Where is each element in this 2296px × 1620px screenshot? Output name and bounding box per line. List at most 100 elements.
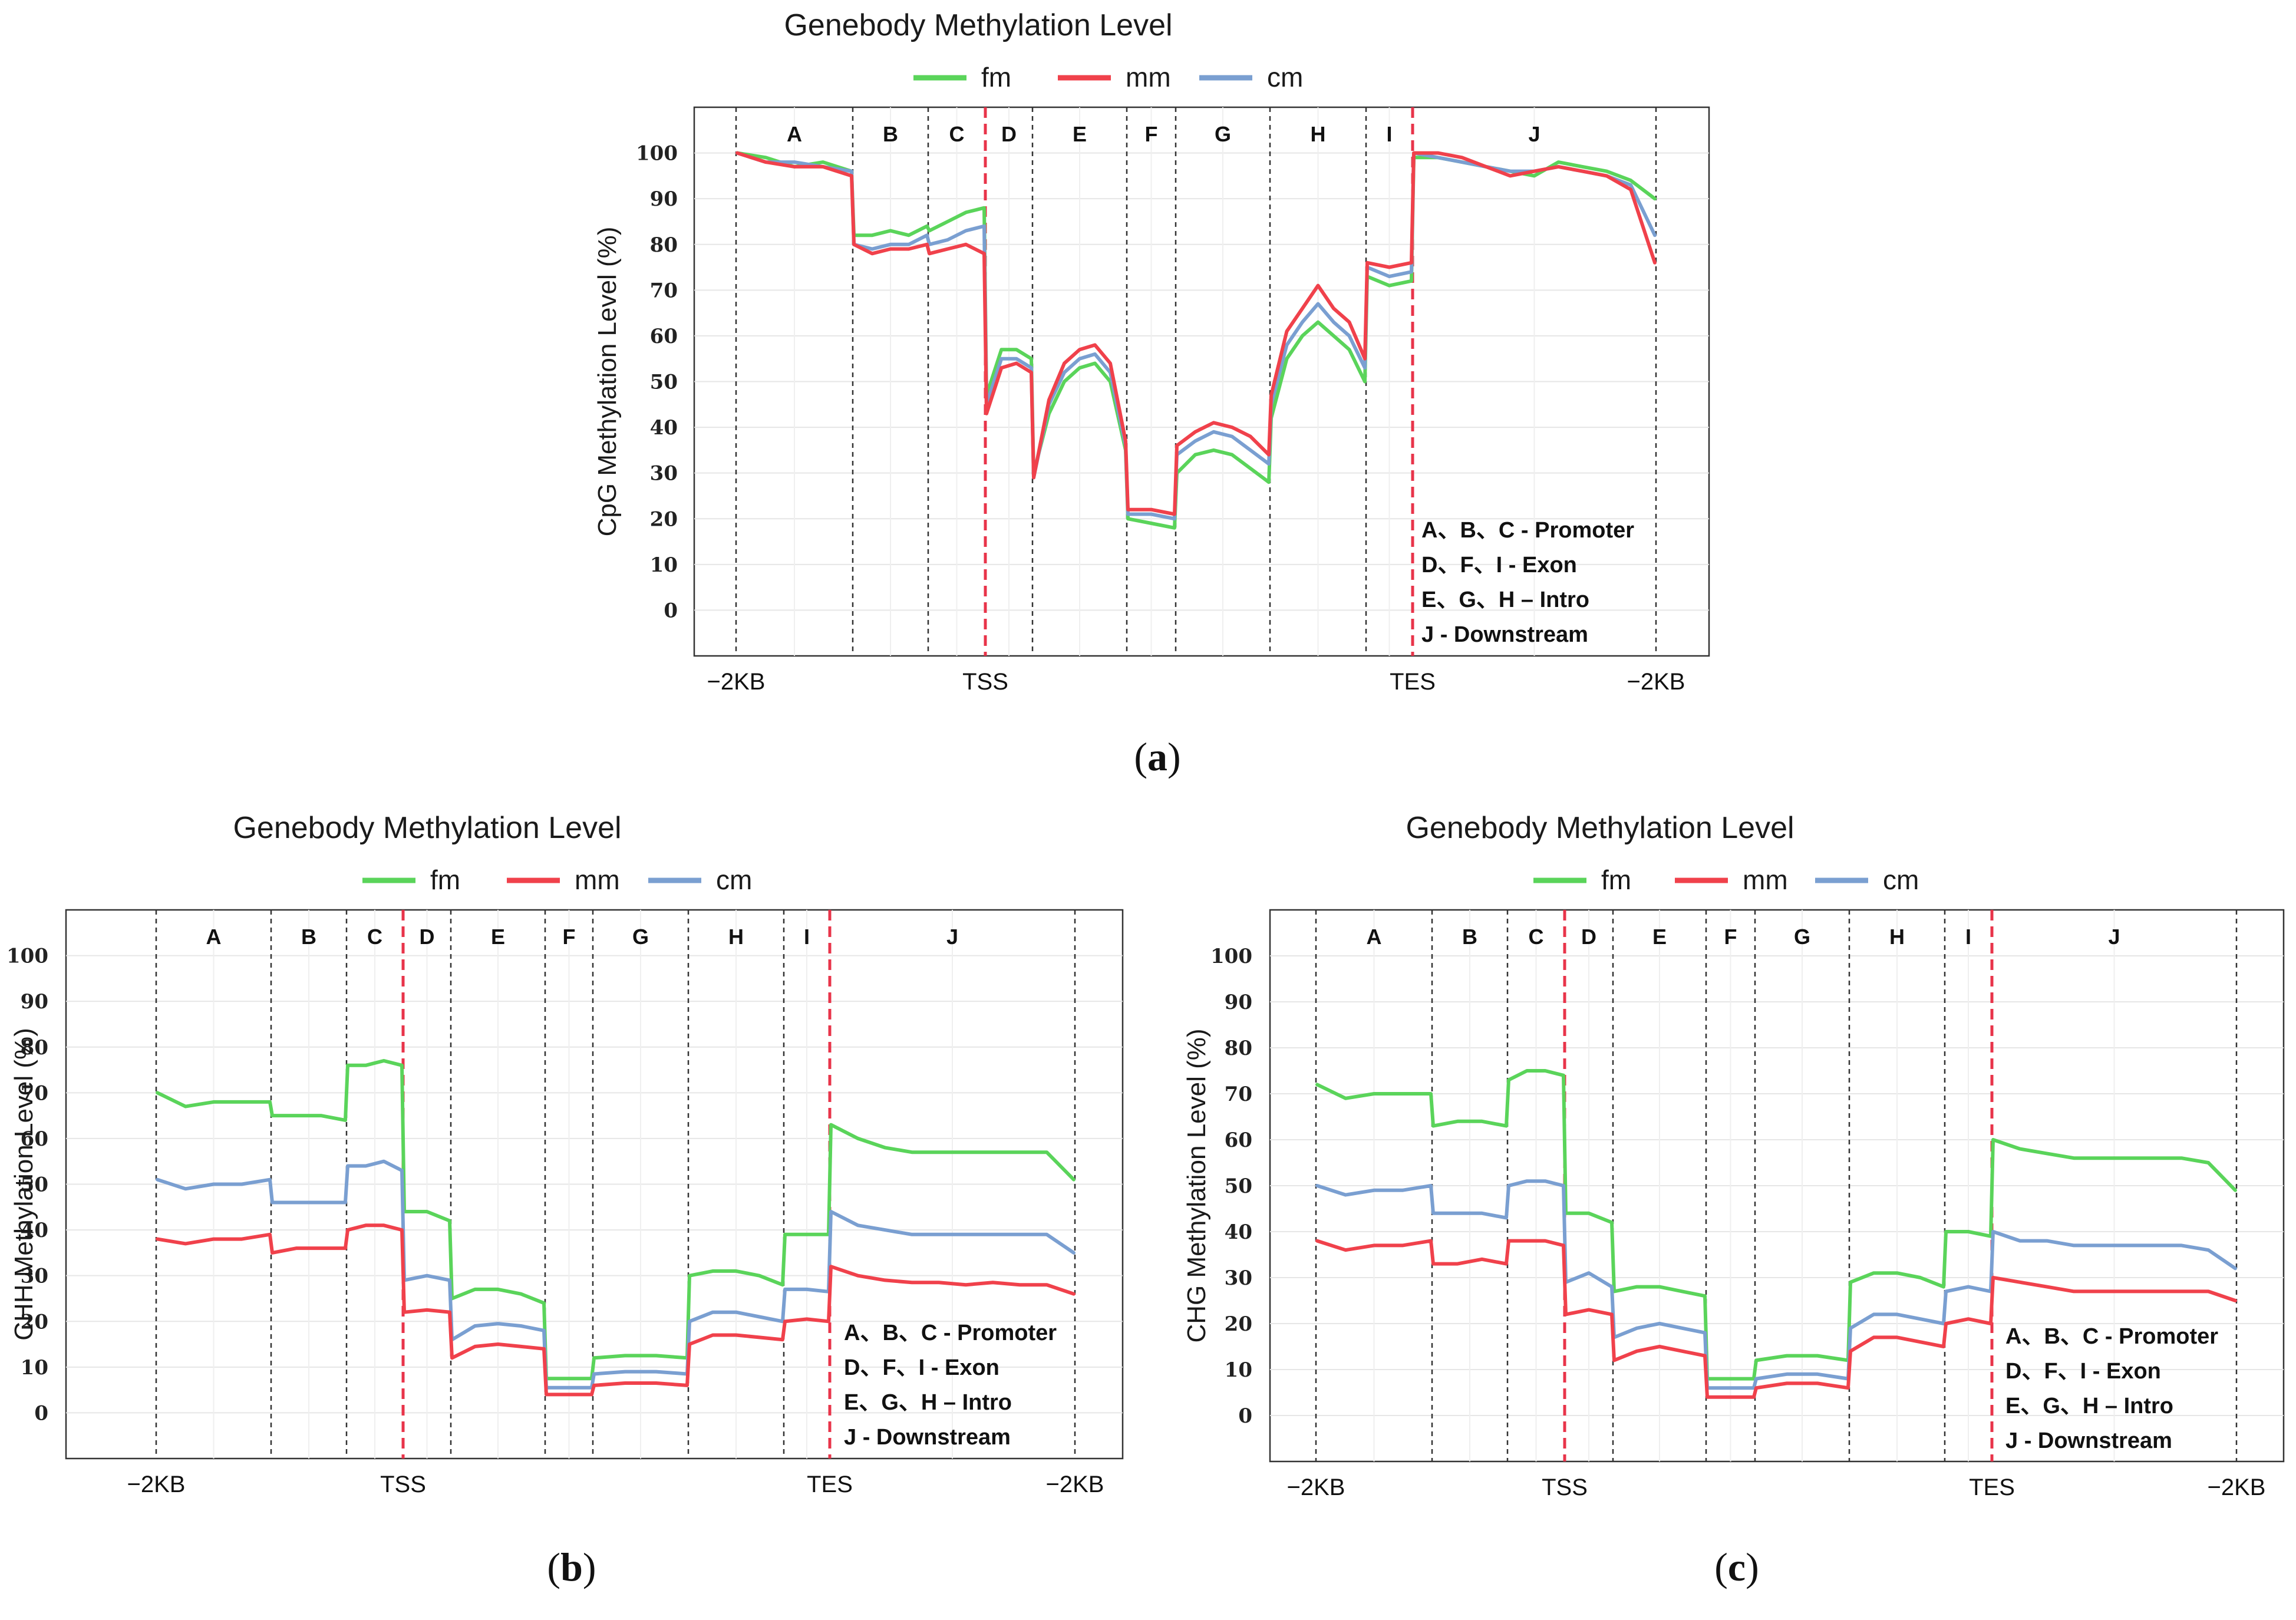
region-label-B: B <box>1462 925 1477 949</box>
ytick-label: 60 <box>650 325 678 348</box>
ytick-label: 10 <box>21 1356 48 1380</box>
region-label-F: F <box>563 925 576 949</box>
ytick-label: 30 <box>650 462 678 486</box>
y-axis-label: CHH Methylation Level (%) <box>9 1028 38 1341</box>
region-label-A: A <box>1367 925 1382 949</box>
xtick-label: −2KB <box>1046 1471 1104 1497</box>
chart-title: Genebody Methylation Level <box>784 8 1172 42</box>
series-line-fm <box>1315 1069 2237 1381</box>
ytick-label: 100 <box>636 142 678 166</box>
region-label-B: B <box>301 925 316 949</box>
ytick-label: 60 <box>21 1127 48 1151</box>
region-label-C: C <box>367 925 382 949</box>
ytick-label: 70 <box>21 1081 48 1105</box>
ytick-label: 0 <box>34 1401 48 1425</box>
region-label-E: E <box>1073 122 1087 146</box>
ytick-label: 50 <box>21 1173 48 1197</box>
region-label-F: F <box>1724 925 1737 949</box>
annotation-text: E、G、H – Intro <box>1421 588 1589 612</box>
region-label-E: E <box>491 925 505 949</box>
region-label-E: E <box>1652 925 1667 949</box>
annotation-text: E、G、H – Intro <box>844 1390 1012 1415</box>
ytick-label: 50 <box>1225 1174 1252 1198</box>
ytick-label: 50 <box>650 371 678 394</box>
ytick-label: 80 <box>21 1036 48 1060</box>
legend-label-fm: fm <box>430 865 460 895</box>
region-label-D: D <box>1581 925 1596 949</box>
region-label-C: C <box>949 122 965 146</box>
chart-title: Genebody Methylation Level <box>1406 811 1794 845</box>
series-line-cm <box>1315 1179 2237 1390</box>
series-line-mm <box>735 151 1657 516</box>
ytick-label: 70 <box>1225 1083 1252 1106</box>
annotation-text: D、F、I - Exon <box>2005 1359 2161 1384</box>
ytick-label: 30 <box>21 1265 48 1288</box>
panel-label-b: (b) <box>547 1545 596 1589</box>
region-label-D: D <box>420 925 435 949</box>
ytick-label: 10 <box>1225 1358 1252 1382</box>
ytick-label: 20 <box>21 1310 48 1334</box>
annotation-text: D、F、I - Exon <box>844 1355 999 1380</box>
annotation-text: D、F、I - Exon <box>1421 553 1577 578</box>
ytick-label: 90 <box>1225 991 1252 1014</box>
region-label-G: G <box>1794 925 1810 949</box>
panel-label-c: (c) <box>1714 1545 1759 1589</box>
y-axis-label: CHG Methylation Level (%) <box>1182 1028 1211 1342</box>
chart-title: Genebody Methylation Level <box>233 811 621 845</box>
legend-label-mm: mm <box>1126 62 1171 93</box>
xtick-label: TSS <box>962 669 1008 695</box>
annotation-text: A、B、C - Promoter <box>2005 1324 2218 1349</box>
xtick-label: TES <box>1390 669 1436 695</box>
ytick-label: 40 <box>1225 1220 1252 1244</box>
ytick-label: 80 <box>650 233 678 257</box>
xtick-label: −2KB <box>2208 1474 2266 1500</box>
ytick-label: 60 <box>1225 1129 1252 1152</box>
panel-label-a: (a) <box>1134 734 1181 779</box>
legend-label-fm: fm <box>981 62 1011 93</box>
annotation-text: A、B、C - Promoter <box>844 1321 1057 1345</box>
region-label-G: G <box>1215 122 1231 146</box>
xtick-label: TES <box>807 1471 853 1497</box>
xtick-label: TES <box>1969 1474 2015 1500</box>
annotation-text: E、G、H – Intro <box>2005 1394 2173 1418</box>
series-line-fm <box>156 1059 1076 1381</box>
ytick-label: 40 <box>650 416 678 440</box>
y-axis-label: CpG Methylation Level (%) <box>593 227 622 537</box>
annotation-text: J - Downstream <box>2005 1428 2172 1453</box>
region-label-H: H <box>1889 925 1905 949</box>
region-label-J: J <box>1528 122 1540 146</box>
legend-label-cm: cm <box>1883 865 1919 895</box>
ytick-label: 80 <box>1225 1037 1252 1060</box>
region-label-A: A <box>206 925 222 949</box>
xtick-label: TSS <box>1542 1474 1588 1500</box>
region-label-I: I <box>804 925 810 949</box>
ytick-label: 90 <box>21 990 48 1014</box>
xtick-label: −2KB <box>127 1471 186 1497</box>
region-label-H: H <box>728 925 744 949</box>
series-line-cm <box>156 1159 1076 1390</box>
region-label-B: B <box>883 122 898 146</box>
region-label-G: G <box>632 925 649 949</box>
ytick-label: 0 <box>1238 1404 1252 1428</box>
ytick-label: 40 <box>21 1219 48 1242</box>
chart-panel-b: Genebody Methylation Level fm mm cm 0 10 20 30 4… <box>6 811 1124 1497</box>
legend-label-mm: mm <box>575 865 620 895</box>
legend-label-cm: cm <box>1267 62 1303 93</box>
region-label-J: J <box>946 925 958 949</box>
legend-label-mm: mm <box>1743 865 1788 895</box>
region-label-D: D <box>1001 122 1017 146</box>
ytick-label: 90 <box>650 187 678 211</box>
xtick-label: TSS <box>380 1471 426 1497</box>
ytick-label: 100 <box>6 945 48 968</box>
ytick-label: 20 <box>650 507 678 531</box>
ytick-label: 20 <box>1225 1312 1252 1336</box>
region-label-I: I <box>1386 122 1392 146</box>
xtick-label: −2KB <box>707 669 766 695</box>
legend-label-cm: cm <box>716 865 752 895</box>
region-label-J: J <box>2108 925 2120 949</box>
chart-panel-a: Genebody Methylation Level fm mm cm 0 10 20 30 4… <box>593 8 1710 695</box>
region-label-F: F <box>1145 122 1158 146</box>
series-line-mm <box>156 1223 1076 1397</box>
ytick-label: 0 <box>664 599 678 622</box>
